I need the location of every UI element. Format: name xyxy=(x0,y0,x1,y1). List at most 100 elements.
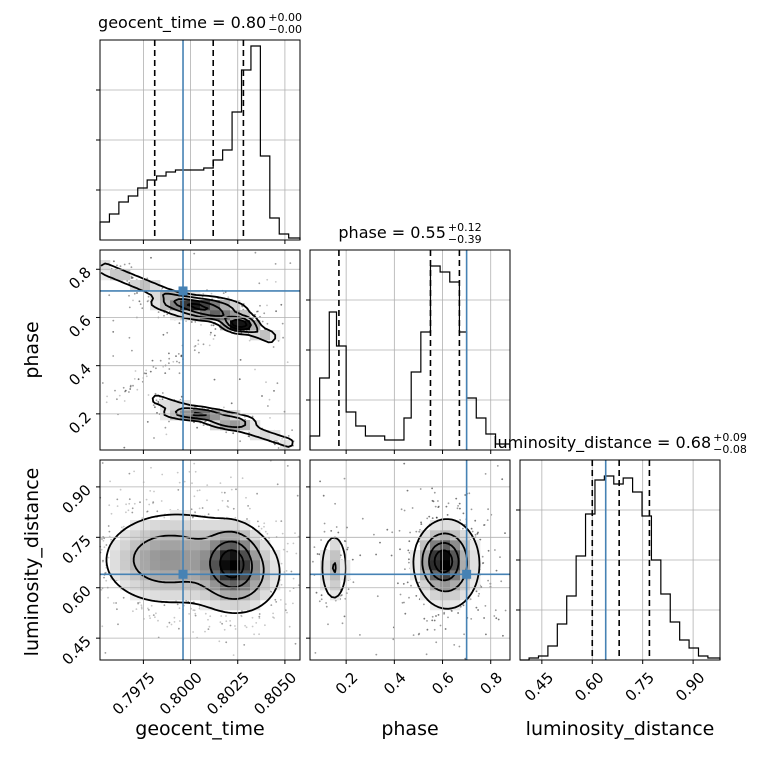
scatter-geocent_time-vs-phase-point xyxy=(202,424,205,426)
scatter-geocent_time-vs-phase-point xyxy=(164,372,167,374)
scatter-geocent_time-vs-luminosity_distance-point xyxy=(108,530,111,533)
scatter-geocent_time-vs-phase-point xyxy=(168,368,171,370)
scatter-geocent_time-vs-phase-point xyxy=(197,339,200,342)
scatter-geocent_time-vs-phase-point xyxy=(266,278,269,281)
scatter-phase-vs-luminosity_distance-point xyxy=(375,553,377,556)
scatter-phase-vs-luminosity_distance-point xyxy=(483,524,486,526)
scatter-phase-vs-luminosity_distance-contour-0 xyxy=(321,518,481,610)
scatter-phase-vs-luminosity_distance-point xyxy=(470,508,473,511)
scatter-geocent_time-vs-luminosity_distance-point xyxy=(102,559,104,562)
scatter-geocent_time-vs-luminosity_distance-point xyxy=(225,620,228,623)
scatter-phase-vs-luminosity_distance-point xyxy=(432,500,435,503)
scatter-geocent_time-vs-luminosity_distance-density-cell xyxy=(260,560,271,571)
scatter-phase-vs-luminosity_distance-point xyxy=(411,507,414,509)
scatter-geocent_time-vs-phase-point xyxy=(168,420,170,423)
scatter-phase-vs-luminosity_distance-density-cell xyxy=(440,560,451,571)
scatter-geocent_time-vs-phase-point xyxy=(202,343,205,346)
scatter-phase-vs-luminosity_distance-point xyxy=(426,620,428,622)
scatter-phase-vs-luminosity_distance-point xyxy=(320,539,322,541)
scatter-phase-vs-luminosity_distance-point xyxy=(426,628,429,631)
scatter-phase-vs-luminosity_distance-point xyxy=(323,522,326,525)
scatter-geocent_time-vs-phase-point xyxy=(198,351,200,354)
scatter-phase-vs-luminosity_distance-point xyxy=(386,528,389,531)
scatter-geocent_time-vs-luminosity_distance-point xyxy=(253,633,256,636)
scatter-geocent_time-vs-luminosity_distance-density-cell xyxy=(170,560,181,571)
scatter-phase-vs-luminosity_distance-point xyxy=(483,524,485,526)
scatter-geocent_time-vs-luminosity_distance-point xyxy=(125,503,127,506)
scatter-geocent_time-vs-phase-point xyxy=(143,372,146,375)
scatter-geocent_time-vs-luminosity_distance-point xyxy=(107,596,109,599)
scatter-geocent_time-vs-luminosity_distance-point xyxy=(194,612,197,615)
scatter-phase-vs-luminosity_distance-point xyxy=(373,533,375,536)
scatter-phase-vs-luminosity_distance-point xyxy=(428,515,431,518)
scatter-phase-vs-luminosity_distance-density xyxy=(320,520,481,611)
scatter-geocent_time-vs-luminosity_distance-point xyxy=(232,654,235,656)
scatter-geocent_time-vs-luminosity_distance-point xyxy=(100,548,103,551)
scatter-phase-vs-luminosity_distance-point xyxy=(499,556,501,558)
scatter-geocent_time-vs-luminosity_distance-ytick-label-3: 0.90 xyxy=(58,481,94,517)
scatter-phase-vs-luminosity_distance-density-cell xyxy=(450,540,461,551)
scatter-phase-vs-luminosity_distance-point xyxy=(493,615,496,617)
scatter-geocent_time-vs-phase-point xyxy=(137,378,140,381)
scatter-phase-vs-luminosity_distance-point xyxy=(376,595,379,598)
scatter-phase-vs-luminosity_distance-point xyxy=(325,602,327,604)
hist-phase-title-main: phase = 0.55 xyxy=(338,223,445,242)
scatter-geocent_time-vs-phase-point xyxy=(239,359,242,361)
scatter-geocent_time-vs-phase-point xyxy=(274,443,276,446)
scatter-phase-vs-luminosity_distance-point xyxy=(438,505,440,508)
scatter-phase-vs-luminosity_distance-point xyxy=(341,594,343,596)
scatter-geocent_time-vs-phase-point xyxy=(123,263,126,266)
scatter-geocent_time-vs-phase-point xyxy=(274,443,276,446)
scatter-phase-vs-luminosity_distance-density-cell xyxy=(460,550,471,561)
scatter-geocent_time-vs-luminosity_distance-point xyxy=(207,628,210,630)
scatter-geocent_time-vs-phase-point xyxy=(212,324,215,327)
scatter-geocent_time-vs-phase-point xyxy=(269,417,271,419)
scatter-geocent_time-vs-phase-point xyxy=(225,431,228,434)
scatter-phase-vs-luminosity_distance-point xyxy=(403,601,405,604)
scatter-phase-vs-luminosity_distance-point xyxy=(402,583,405,585)
scatter-phase-vs-luminosity_distance-point xyxy=(433,628,436,631)
scatter-geocent_time-vs-luminosity_distance-point xyxy=(156,510,159,513)
scatter-phase-vs-luminosity_distance-point xyxy=(444,628,447,630)
scatter-geocent_time-vs-luminosity_distance-density-cell xyxy=(240,570,251,581)
scatter-geocent_time-vs-luminosity_distance-point xyxy=(280,562,283,565)
scatter-phase-vs-luminosity_distance-point xyxy=(337,531,340,534)
scatter-geocent_time-vs-phase-point xyxy=(214,328,217,330)
scatter-geocent_time-vs-phase-point xyxy=(129,388,132,390)
scatter-phase-vs-luminosity_distance-density-cell xyxy=(450,560,461,571)
scatter-geocent_time-vs-phase-point xyxy=(119,265,122,268)
scatter-geocent_time-vs-luminosity_distance-point xyxy=(286,465,289,467)
scatter-geocent_time-vs-phase-point xyxy=(261,320,264,323)
scatter-phase-vs-luminosity_distance-point xyxy=(437,506,440,508)
scatter-geocent_time-vs-phase-point xyxy=(202,292,205,295)
scatter-geocent_time-vs-luminosity_distance-point xyxy=(206,484,209,486)
scatter-geocent_time-vs-luminosity_distance-point xyxy=(207,513,210,516)
scatter-geocent_time-vs-luminosity_distance-point xyxy=(230,488,233,491)
scatter-geocent_time-vs-luminosity_distance-point xyxy=(157,619,159,622)
scatter-phase-vs-luminosity_distance-density-cell xyxy=(430,550,441,561)
scatter-geocent_time-vs-phase-density-cell xyxy=(180,310,191,321)
hist-phase-steps xyxy=(309,265,511,450)
scatter-phase-vs-luminosity_distance-point xyxy=(453,644,456,646)
scatter-phase-vs-luminosity_distance-point xyxy=(470,527,473,530)
scatter-geocent_time-vs-phase-point xyxy=(112,319,115,322)
scatter-phase-vs-luminosity_distance-point xyxy=(406,581,409,584)
scatter-geocent_time-vs-luminosity_distance-density-cell xyxy=(270,580,281,591)
scatter-geocent_time-vs-luminosity_distance-point xyxy=(152,614,155,616)
scatter-geocent_time-vs-luminosity_distance-point xyxy=(206,499,208,502)
scatter-phase-vs-luminosity_distance-point xyxy=(482,562,485,564)
scatter-geocent_time-vs-phase-point xyxy=(230,402,233,405)
scatter-phase-vs-luminosity_distance-point xyxy=(426,628,429,631)
scatter-geocent_time-vs-luminosity_distance-density-cell xyxy=(120,540,131,551)
scatter-geocent_time-vs-phase-point xyxy=(196,426,199,429)
scatter-geocent_time-vs-luminosity_distance-point xyxy=(104,652,107,654)
scatter-phase-vs-luminosity_distance-point xyxy=(339,554,342,557)
scatter-geocent_time-vs-phase-point xyxy=(105,401,108,404)
scatter-geocent_time-vs-luminosity_distance-point xyxy=(241,610,243,612)
scatter-phase-vs-luminosity_distance-point xyxy=(462,512,465,515)
scatter-phase-vs-luminosity_distance-point xyxy=(359,554,362,557)
scatter-phase-vs-luminosity_distance-density-cell xyxy=(330,540,341,551)
scatter-geocent_time-vs-luminosity_distance-point xyxy=(198,607,201,610)
scatter-phase-vs-luminosity_distance-point xyxy=(379,541,381,544)
scatter-geocent_time-vs-luminosity_distance-point xyxy=(286,611,288,614)
